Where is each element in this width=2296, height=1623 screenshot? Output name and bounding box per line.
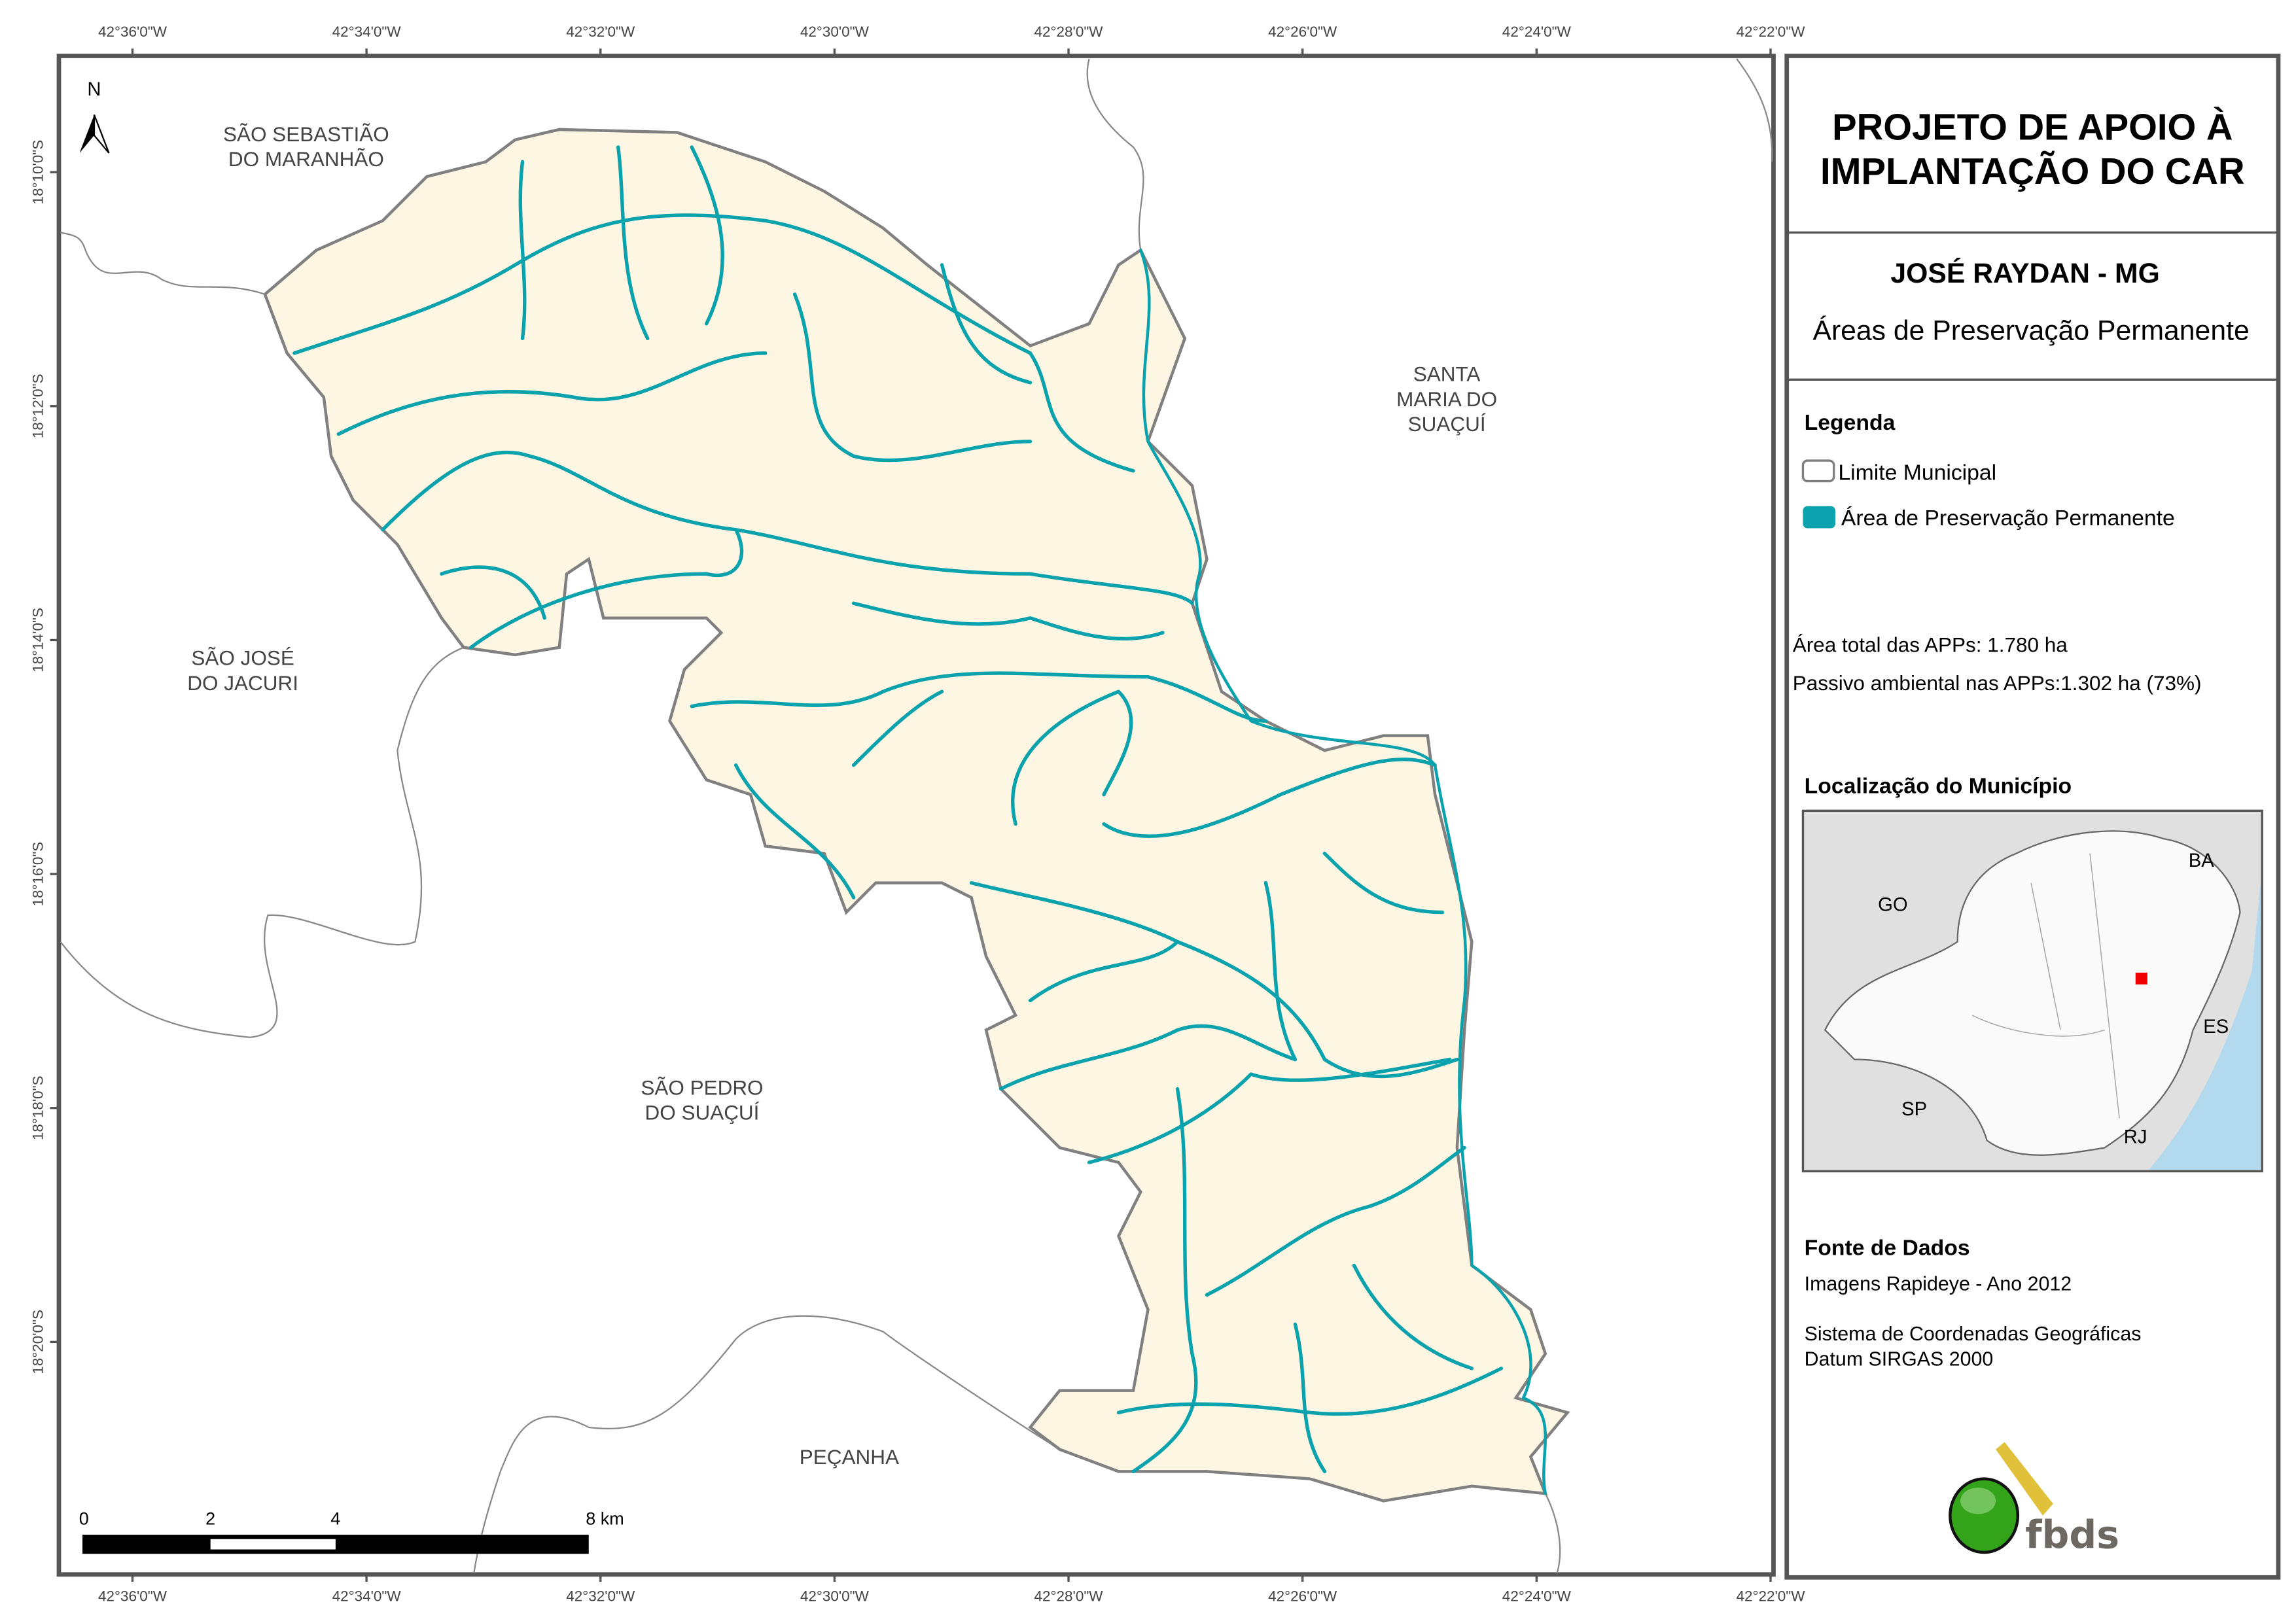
svg-text:8 km: 8 km: [586, 1509, 624, 1528]
graticule-top: 42°36'0"W 42°36'0"W 42°34'0"W 42°34'0"W 42°3…: [98, 24, 1805, 1604]
longitude-label: 42°28'0"W: [1034, 24, 1104, 40]
latitude-label: 18°18'0"S: [29, 1075, 46, 1140]
longitude-label: 42°30'0"W: [800, 24, 870, 40]
longitude-label: 42°32'0"W: [566, 24, 635, 40]
svg-text:DO SUAÇUÍ: DO SUAÇUÍ: [645, 1101, 759, 1125]
source-crs: Sistema de Coordenadas Geográficas: [1805, 1323, 2142, 1345]
north-arrow-icon: N: [79, 79, 110, 154]
svg-text:fbds: fbds: [2025, 1512, 2119, 1557]
legend-swatch-app: [1803, 506, 1835, 529]
latitude-label: 18°12'0"S: [29, 374, 46, 438]
source-datum: Datum SIRGAS 2000: [1805, 1348, 1994, 1370]
app-streams: [292, 145, 1547, 1495]
legend-swatch-limit: [1801, 459, 1835, 483]
longitude-label: 42°24'0"W: [1502, 1588, 1572, 1604]
longitude-label: 42°26'0"W: [1268, 24, 1337, 40]
svg-text:DO MARANHÃO: DO MARANHÃO: [228, 147, 384, 171]
municipality-boundary[interactable]: [263, 128, 1570, 1503]
svg-text:SP: SP: [1901, 1099, 1927, 1120]
svg-text:BA: BA: [2189, 850, 2214, 871]
svg-text:0: 0: [79, 1509, 89, 1528]
svg-text:RJ: RJ: [2124, 1127, 2147, 1148]
minas-gerais-shape: [1824, 830, 2241, 1156]
graticule-left: 18°10'0"S 18°12'0"S 18°14'0"S 18°16'0"S 18°1…: [29, 140, 60, 1374]
longitude-label: 42°30'0"W: [800, 1588, 870, 1604]
svg-text:SÃO SEBASTIÃO: SÃO SEBASTIÃO: [223, 122, 389, 146]
svg-text:SÃO JOSÉ: SÃO JOSÉ: [191, 646, 294, 670]
longitude-label: 42°26'0"W: [1268, 1588, 1337, 1604]
svg-text:ES: ES: [2203, 1017, 2229, 1038]
source-imagery: Imagens Rapideye - Ano 2012: [1805, 1274, 2072, 1295]
longitude-label: 42°34'0"W: [332, 1588, 402, 1604]
svg-text:4: 4: [330, 1509, 340, 1528]
svg-text:SÃO PEDRO: SÃO PEDRO: [641, 1075, 763, 1099]
legend-label-app: Área de Preservação Permanente: [1841, 506, 2175, 531]
svg-text:N: N: [87, 79, 101, 100]
svg-text:SUAÇUÍ: SUAÇUÍ: [1408, 412, 1486, 436]
info-panel: PROJETO DE APOIO À IMPLANTAÇÃO DO CAR JO…: [1784, 54, 2281, 1580]
svg-text:PEÇANHA: PEÇANHA: [800, 1445, 899, 1469]
svg-text:MARIA DO: MARIA DO: [1396, 387, 1497, 411]
map-subtitle: Áreas de Preservação Permanente: [1812, 315, 2249, 347]
stat-total: Área total das APPs: 1.780 ha: [1793, 633, 2068, 656]
longitude-label: 42°36'0"W: [98, 1588, 168, 1604]
svg-text:SANTA: SANTA: [1413, 362, 1481, 386]
longitude-label: 42°24'0"W: [1502, 24, 1572, 40]
location-title: Localização do Município: [1805, 773, 2072, 798]
legend-title: Legenda: [1805, 410, 1896, 435]
longitude-label: 42°28'0"W: [1034, 1588, 1104, 1604]
location-inset-map: BA GO ES SP RJ: [1801, 809, 2263, 1173]
scale-bar: 0 2 4 8 km: [79, 1509, 624, 1554]
latitude-label: 18°20'0"S: [29, 1310, 46, 1374]
municipality-name: JOSÉ RAYDAN - MG: [1890, 258, 2159, 289]
svg-text:DO JACURI: DO JACURI: [187, 671, 298, 695]
municipality-location-marker: [2135, 972, 2147, 985]
project-title: PROJETO DE APOIO À: [1832, 107, 2233, 148]
longitude-label: 42°22'0"W: [1736, 24, 1805, 40]
map-frame[interactable]: N SÃO SEBASTIÃO DO MARANHÃO SANTA MARIA …: [56, 54, 1776, 1577]
svg-text:GO: GO: [1878, 894, 1907, 915]
stat-passivo: Passivo ambiental nas APPs:1.302 ha (73%…: [1793, 671, 2202, 695]
fbds-logo: fbds: [1949, 1442, 2119, 1557]
longitude-label: 42°22'0"W: [1736, 1588, 1805, 1604]
neighbor-labels: SÃO SEBASTIÃO DO MARANHÃO SANTA MARIA DO…: [187, 122, 1497, 1469]
source-title: Fonte de Dados: [1805, 1236, 1970, 1261]
legend-label-limit: Limite Municipal: [1838, 460, 1996, 485]
latitude-label: 18°10'0"S: [29, 140, 46, 205]
neighbor-boundaries: [60, 58, 1773, 1573]
longitude-label: 42°32'0"W: [566, 1588, 635, 1604]
latitude-label: 18°14'0"S: [29, 608, 46, 672]
longitude-label: 42°34'0"W: [332, 24, 402, 40]
longitude-label: 42°36'0"W: [98, 24, 168, 40]
project-title-2: IMPLANTAÇÃO DO CAR: [1820, 150, 2245, 192]
latitude-label: 18°16'0"S: [29, 842, 46, 907]
svg-text:2: 2: [205, 1509, 215, 1528]
